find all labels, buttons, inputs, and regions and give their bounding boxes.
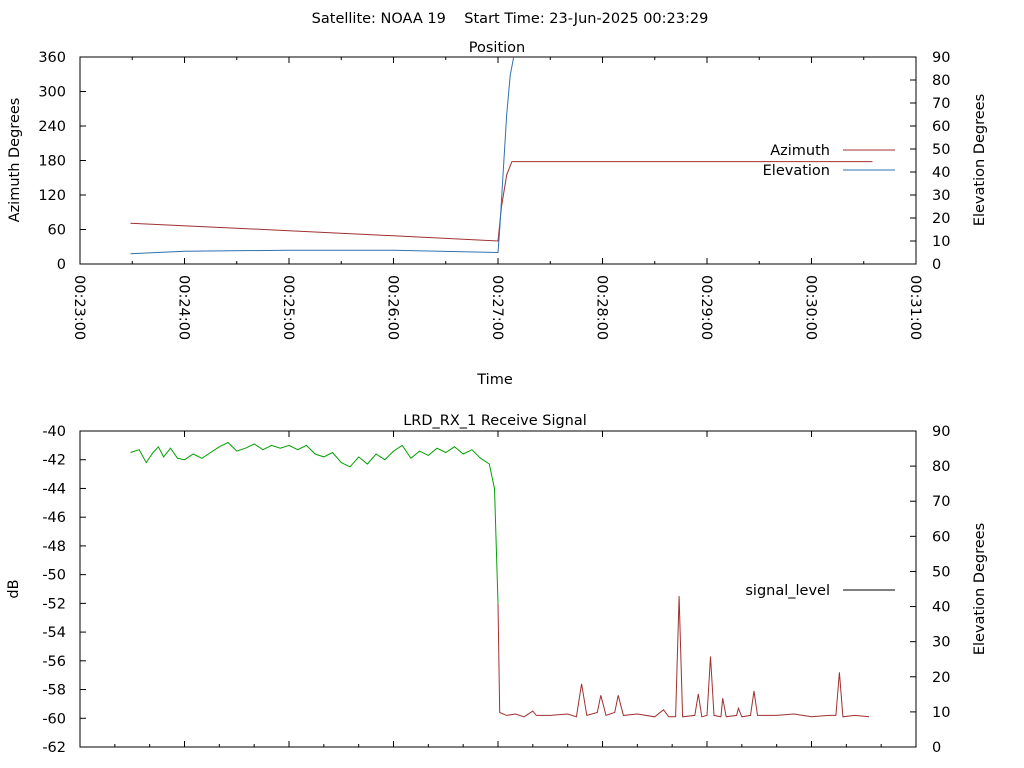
y-tick-label: -42 — [42, 453, 66, 469]
y-tick-label: -44 — [42, 481, 66, 497]
y-tick-label: -46 — [42, 510, 66, 526]
y2-tick-label: 30 — [932, 188, 950, 204]
y2-tick-label: 70 — [932, 494, 950, 510]
y-tick-label: -56 — [42, 654, 66, 670]
x-tick-label: 00:24:00 — [176, 275, 192, 340]
y2-tick-label: 80 — [932, 73, 950, 89]
y-tick-label: 240 — [38, 119, 66, 135]
signal-line-after-drop — [497, 596, 870, 718]
legend-signal-level-label: signal_level — [745, 583, 830, 599]
y2-tick-label: 10 — [932, 705, 950, 721]
signal-y-axis-label: dB — [6, 579, 22, 598]
y-tick-label: -54 — [42, 625, 66, 641]
x-tick-label: 00:23:00 — [71, 275, 87, 340]
position-y-axis: 0 60 120 180 240 300 360 — [38, 50, 86, 273]
y-tick-label: 360 — [38, 50, 66, 66]
x-tick-label: 00:30:00 — [803, 275, 819, 340]
y2-tick-label: 30 — [932, 635, 950, 651]
y2-tick-label: 90 — [932, 424, 950, 440]
position-x-axis: 00:23:00 00:24:00 00:25:00 00:26:00 00:27:00… — [71, 57, 923, 340]
y2-tick-label: 90 — [932, 50, 950, 66]
y2-tick-label: 70 — [932, 96, 950, 112]
y-tick-label: -58 — [42, 683, 66, 699]
position-series — [130, 56, 873, 255]
x-tick-label: 00:27:00 — [489, 275, 505, 340]
signal-y-axis: -40 -42 -44 -46 -48 -50 -52 -54 -56 -58 -60 -62 — [42, 424, 86, 756]
position-legend: Azimuth Elevation — [763, 143, 895, 179]
legend-elevation-label: Elevation — [763, 163, 830, 179]
y-tick-label: -60 — [42, 711, 66, 727]
x-tick-label: 00:28:00 — [594, 275, 610, 340]
position-y-axis-label: Azimuth Degrees — [7, 98, 23, 223]
y2-tick-label: 60 — [932, 529, 950, 545]
y2-tick-label: 40 — [932, 600, 950, 616]
y-tick-label: 0 — [57, 257, 66, 273]
y-tick-label: 120 — [38, 188, 66, 204]
x-tick-label: 00:26:00 — [385, 275, 401, 340]
series-line-elevation — [130, 56, 515, 255]
y2-tick-label: 80 — [932, 459, 950, 475]
signal-legend: signal_level — [745, 583, 895, 599]
signal-line-before-drop — [130, 441, 499, 604]
y-tick-label: -40 — [42, 424, 66, 440]
position-chart-title: Position — [469, 40, 525, 56]
y2-tick-label: 60 — [932, 119, 950, 135]
position-plot-frame — [79, 56, 917, 265]
header-title: Satellite: NOAA 19 Start Time: 23-Jun-20… — [312, 11, 709, 27]
y2-tick-label: 20 — [932, 211, 950, 227]
y-tick-label: -48 — [42, 539, 66, 555]
y2-tick-label: 10 — [932, 234, 950, 250]
position-y2-axis-label: Elevation Degrees — [972, 94, 988, 226]
y-tick-label: -52 — [42, 596, 66, 612]
signal-y2-axis: 0 10 20 30 40 50 60 70 80 90 — [910, 424, 950, 756]
y-tick-label: -62 — [42, 740, 66, 756]
y-tick-label: 300 — [38, 85, 66, 101]
y2-tick-label: 40 — [932, 165, 950, 181]
signal-y2-axis-label: Elevation Degrees — [972, 523, 988, 655]
y2-tick-label: 50 — [932, 142, 950, 158]
x-tick-label: 00:25:00 — [280, 275, 296, 340]
signal-x-axis — [79, 431, 917, 747]
y-tick-label: -50 — [42, 568, 66, 584]
position-y2-axis: 0 10 20 30 40 50 60 70 80 90 — [910, 50, 950, 273]
x-tick-label: 00:31:00 — [907, 275, 923, 340]
y2-tick-label: 0 — [932, 740, 941, 756]
y-tick-label: 60 — [48, 223, 66, 239]
y2-tick-label: 50 — [932, 564, 950, 580]
x-tick-label: 00:29:00 — [698, 275, 714, 340]
y2-tick-label: 20 — [932, 670, 950, 686]
legend-azimuth-label: Azimuth — [770, 143, 830, 159]
y2-tick-label: 0 — [932, 257, 941, 273]
signal-series — [130, 441, 870, 718]
y-tick-label: 180 — [38, 154, 66, 170]
signal-chart-title: LRD_RX_1 Receive Signal — [403, 413, 587, 429]
position-x-axis-label: Time — [476, 372, 513, 388]
